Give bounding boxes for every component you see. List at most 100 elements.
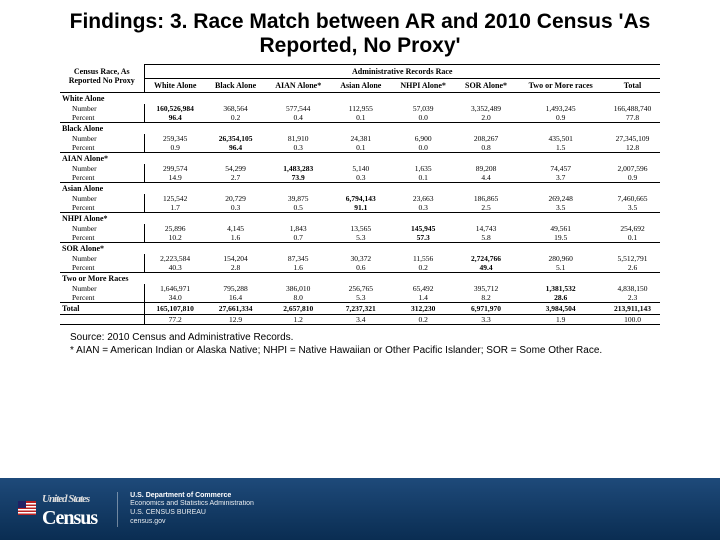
super-header: Administrative Records Race bbox=[144, 65, 660, 79]
cell: 25,896 bbox=[144, 224, 206, 233]
cell: 5.8 bbox=[456, 233, 517, 243]
col-header: AIAN Alone* bbox=[265, 79, 331, 93]
col-header: SOR Alone* bbox=[456, 79, 517, 93]
cell: 20,729 bbox=[206, 194, 266, 203]
row-label: Two or More Races bbox=[60, 273, 660, 285]
cell: 4,838,150 bbox=[605, 284, 660, 293]
total-pct-cell: 0.2 bbox=[391, 315, 456, 325]
cell: 186,865 bbox=[456, 194, 517, 203]
cell: 49.4 bbox=[456, 263, 517, 273]
cell: 1.6 bbox=[206, 233, 266, 243]
flag-icon bbox=[18, 501, 36, 518]
cell: 3.7 bbox=[516, 173, 605, 183]
total-cell: 3,984,504 bbox=[516, 303, 605, 315]
total-label: Total bbox=[60, 303, 144, 315]
cell: 2.3 bbox=[605, 293, 660, 303]
cell: 12.8 bbox=[605, 143, 660, 153]
cell: 54,299 bbox=[206, 164, 266, 173]
cell: 40.3 bbox=[144, 263, 206, 273]
cell: 24,381 bbox=[331, 134, 391, 143]
cell: 8.2 bbox=[456, 293, 517, 303]
cell: 1.6 bbox=[265, 263, 331, 273]
cell: 795,288 bbox=[206, 284, 266, 293]
cell: 0.3 bbox=[206, 203, 266, 213]
cell: 0.3 bbox=[391, 203, 456, 213]
cell: 395,712 bbox=[456, 284, 517, 293]
row-label: AIAN Alone* bbox=[60, 153, 660, 165]
cell: 145,945 bbox=[391, 224, 456, 233]
total-pct-cell: 1.2 bbox=[265, 315, 331, 325]
row-sublabel: Number bbox=[60, 104, 144, 113]
dept-line-4: census.gov bbox=[130, 518, 254, 527]
row-sublabel: Number bbox=[60, 134, 144, 143]
table-container: Census Race, As Reported No Proxy Admini… bbox=[0, 64, 720, 325]
dept-line-2: Economics and Statistics Administration bbox=[130, 500, 254, 509]
total-cell: 312,230 bbox=[391, 303, 456, 315]
cell: 23,663 bbox=[391, 194, 456, 203]
source-note: Source: 2010 Census and Administrative R… bbox=[0, 325, 720, 357]
cell: 96.4 bbox=[144, 113, 206, 123]
row-sublabel: Number bbox=[60, 164, 144, 173]
total-pct-cell: 3.4 bbox=[331, 315, 391, 325]
cell: 112,955 bbox=[331, 104, 391, 113]
cell: 2.5 bbox=[456, 203, 517, 213]
cell: 0.8 bbox=[456, 143, 517, 153]
cell: 0.3 bbox=[331, 173, 391, 183]
cell: 2.7 bbox=[206, 173, 266, 183]
cell: 0.1 bbox=[391, 173, 456, 183]
row-label: White Alone bbox=[60, 93, 660, 105]
cell: 10.2 bbox=[144, 233, 206, 243]
dept-block: U.S. Department of Commerce Economics an… bbox=[117, 492, 254, 527]
footer-bar: United States Census U.S. Department of … bbox=[0, 478, 720, 540]
cell: 254,692 bbox=[605, 224, 660, 233]
cell: 5.3 bbox=[331, 233, 391, 243]
cell: 0.1 bbox=[331, 113, 391, 123]
cell: 8.0 bbox=[265, 293, 331, 303]
total-pct-cell: 1.9 bbox=[516, 315, 605, 325]
cell: 1,635 bbox=[391, 164, 456, 173]
cell: 2,223,584 bbox=[144, 254, 206, 263]
cell: 4.4 bbox=[456, 173, 517, 183]
cell: 386,010 bbox=[265, 284, 331, 293]
total-cell: 27,661,334 bbox=[206, 303, 266, 315]
total-cell: 7,237,321 bbox=[331, 303, 391, 315]
cell: 3.5 bbox=[605, 203, 660, 213]
cell: 0.2 bbox=[391, 263, 456, 273]
brand-us: United States bbox=[42, 493, 89, 505]
cell: 28.6 bbox=[516, 293, 605, 303]
cell: 0.0 bbox=[391, 143, 456, 153]
cell: 299,574 bbox=[144, 164, 206, 173]
total-cell: 165,107,810 bbox=[144, 303, 206, 315]
cell: 3,352,489 bbox=[456, 104, 517, 113]
row-sublabel: Percent bbox=[60, 173, 144, 183]
cell: 2.6 bbox=[605, 263, 660, 273]
cell: 0.7 bbox=[265, 233, 331, 243]
cell: 7,460,665 bbox=[605, 194, 660, 203]
cell: 1,483,283 bbox=[265, 164, 331, 173]
total-pct-cell: 3.3 bbox=[456, 315, 517, 325]
col-header: Total bbox=[605, 79, 660, 93]
cell: 74,457 bbox=[516, 164, 605, 173]
cell: 256,765 bbox=[331, 284, 391, 293]
row-sublabel: Percent bbox=[60, 143, 144, 153]
cell: 34.0 bbox=[144, 293, 206, 303]
cell: 57,039 bbox=[391, 104, 456, 113]
cell: 1,843 bbox=[265, 224, 331, 233]
cell: 5,512,791 bbox=[605, 254, 660, 263]
cell: 5,140 bbox=[331, 164, 391, 173]
cell: 96.4 bbox=[206, 143, 266, 153]
dept-line-3: U.S. CENSUS BUREAU bbox=[130, 509, 254, 518]
cell: 6,900 bbox=[391, 134, 456, 143]
cell: 57.3 bbox=[391, 233, 456, 243]
cell: 0.6 bbox=[331, 263, 391, 273]
row-sublabel: Number bbox=[60, 254, 144, 263]
brand-text-wrap: United States Census bbox=[42, 489, 97, 530]
total-cell: 213,911,143 bbox=[605, 303, 660, 315]
row-label: NHPI Alone* bbox=[60, 213, 660, 225]
cell: 2.8 bbox=[206, 263, 266, 273]
cell: 160,526,984 bbox=[144, 104, 206, 113]
cell: 0.9 bbox=[516, 113, 605, 123]
cell: 26,354,105 bbox=[206, 134, 266, 143]
total-pct-cell: 100.0 bbox=[605, 315, 660, 325]
cell: 208,267 bbox=[456, 134, 517, 143]
